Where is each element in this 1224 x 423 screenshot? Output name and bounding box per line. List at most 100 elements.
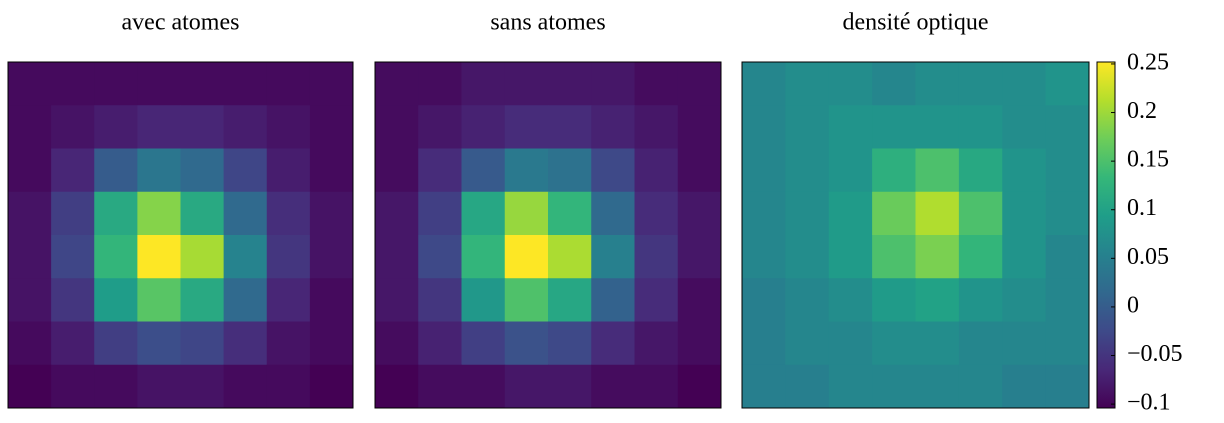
heatmap-cell xyxy=(309,191,354,236)
heatmap-cell xyxy=(677,278,722,322)
heatmap-cell xyxy=(915,235,960,279)
heatmap-cell xyxy=(828,191,873,236)
heatmap-cell xyxy=(1045,364,1090,409)
heatmap-cell xyxy=(591,364,635,409)
heatmap-cell xyxy=(915,105,960,149)
heatmap-cell xyxy=(958,62,1003,106)
heatmap-cell xyxy=(785,148,830,193)
heatmap-cell xyxy=(180,321,225,366)
heatmap-cell xyxy=(548,191,592,236)
heatmap-cell xyxy=(677,62,722,106)
heatmap-cell xyxy=(872,191,916,236)
heatmap-cell xyxy=(634,148,679,193)
heatmap-cell xyxy=(418,364,462,409)
heatmap-cell xyxy=(958,364,1003,409)
heatmap-cell xyxy=(548,62,592,106)
colorbar-tick-label: 0.1 xyxy=(1127,195,1157,221)
heatmap-cell xyxy=(591,191,635,236)
heatmap-cell xyxy=(1045,62,1090,106)
heatmap-cell xyxy=(872,105,916,149)
heatmap-cell xyxy=(309,148,354,193)
heatmap-cell xyxy=(634,278,679,322)
heatmap-cell xyxy=(8,364,52,409)
heatmap-cell xyxy=(461,278,506,322)
heatmap-cell xyxy=(1045,321,1090,366)
heatmap-cell xyxy=(548,321,592,366)
heatmap-cell xyxy=(548,235,592,279)
heatmap-cell xyxy=(137,321,181,366)
heatmap-cell xyxy=(94,278,138,322)
heatmap-cell xyxy=(915,364,960,409)
heatmap-cell xyxy=(828,278,873,322)
heatmap-cell xyxy=(51,321,95,366)
heatmap-cell xyxy=(375,321,419,366)
heatmap-cell xyxy=(1002,278,1047,322)
heatmap-cell xyxy=(137,278,181,322)
heatmap-cell xyxy=(591,105,635,149)
heatmap-cell xyxy=(266,191,311,236)
heatmap-cell xyxy=(94,62,138,106)
panel-frame xyxy=(7,61,354,409)
heatmap-cell xyxy=(1045,148,1090,193)
heatmap-cell xyxy=(742,62,786,106)
heatmap-cell xyxy=(634,364,679,409)
heatmap-cell xyxy=(915,191,960,236)
heatmap-cell xyxy=(677,235,722,279)
heatmap-cell xyxy=(591,148,635,193)
colorbar-tick-label: −0.05 xyxy=(1127,341,1183,367)
heatmap-cell xyxy=(266,105,311,149)
heatmap-cell xyxy=(223,235,268,279)
heatmap-cell xyxy=(418,148,462,193)
heatmap-cell xyxy=(872,364,916,409)
heatmap-cell xyxy=(375,278,419,322)
heatmap-cell xyxy=(872,278,916,322)
colorbar-tick-label: −0.1 xyxy=(1127,390,1171,416)
heatmap-cell xyxy=(375,191,419,236)
heatmap-cell xyxy=(677,321,722,366)
heatmap-cell xyxy=(461,191,506,236)
heatmap-cell xyxy=(591,235,635,279)
heatmap-cell xyxy=(180,191,225,236)
heatmap-cell xyxy=(8,278,52,322)
heatmap-cell xyxy=(8,235,52,279)
panel-title: sans atomes xyxy=(490,10,605,36)
heatmap-cell xyxy=(94,364,138,409)
heatmap-cell xyxy=(1002,62,1047,106)
heatmap-cell xyxy=(958,321,1003,366)
heatmap-cell xyxy=(461,105,506,149)
heatmap-cell xyxy=(504,321,549,366)
colorbar-tick-label: 0.15 xyxy=(1127,147,1169,173)
heatmap-cell xyxy=(915,278,960,322)
heatmap-cell xyxy=(1002,321,1047,366)
heatmap-cell xyxy=(677,105,722,149)
heatmap-cell xyxy=(785,105,830,149)
heatmap-cell xyxy=(915,148,960,193)
heatmap-cell xyxy=(742,321,786,366)
heatmap-cell xyxy=(180,62,225,106)
heatmap-cell xyxy=(634,191,679,236)
heatmap-cell xyxy=(1002,235,1047,279)
heatmap-cell xyxy=(51,62,95,106)
heatmap-cell xyxy=(785,235,830,279)
heatmap-cell xyxy=(1045,278,1090,322)
heatmap-cell xyxy=(137,235,181,279)
heatmap-cell xyxy=(309,105,354,149)
heatmap-cell xyxy=(51,148,95,193)
heatmap-cell xyxy=(51,191,95,236)
heatmap-cell xyxy=(418,321,462,366)
heatmap-cell xyxy=(634,235,679,279)
heatmap-cell xyxy=(418,278,462,322)
heatmap-cell xyxy=(958,235,1003,279)
heatmap-cell xyxy=(634,321,679,366)
heatmap-cell xyxy=(418,105,462,149)
heatmap-cell xyxy=(828,105,873,149)
heatmap-cell xyxy=(418,191,462,236)
heatmap-cell xyxy=(828,235,873,279)
heatmap-cell xyxy=(94,321,138,366)
heatmap-cell xyxy=(504,364,549,409)
heatmap-cell xyxy=(180,278,225,322)
heatmap-cell xyxy=(1002,148,1047,193)
heatmap-cell xyxy=(504,235,549,279)
colorbar-tick-label: 0.2 xyxy=(1127,98,1157,124)
heatmap-cell xyxy=(223,278,268,322)
